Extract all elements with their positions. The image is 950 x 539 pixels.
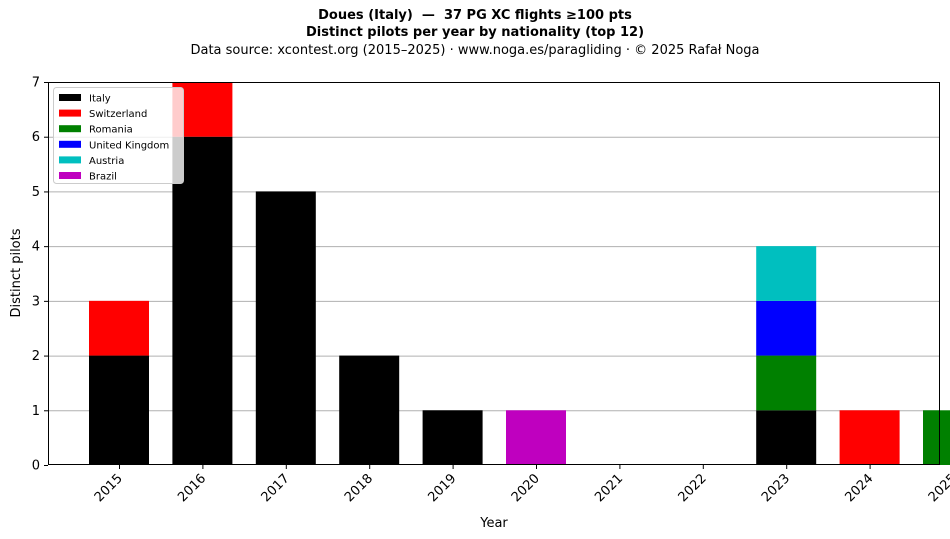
chart-subtitle: Data source: xcontest.org (2015–2025) · … [190, 43, 760, 58]
chart-title-line1: Doues (Italy) — 37 PG XC flights ≥100 pt… [318, 8, 632, 23]
y-tick-label: 4 [32, 240, 40, 255]
bar-united-kingdom-2023 [756, 300, 817, 356]
y-axis: 0 1 2 3 4 5 6 7 [32, 76, 48, 474]
legend-label-brazil: Brazil [89, 172, 117, 183]
x-tick-label: 2022 [676, 471, 710, 505]
y-tick-label: 0 [32, 459, 40, 474]
bar-switzerland-2024 [839, 410, 900, 465]
y-tick-label: 1 [32, 404, 40, 419]
legend-swatch-romania [59, 125, 81, 133]
bar-romania-2025 [923, 410, 950, 465]
y-tick-label: 3 [32, 294, 40, 309]
x-axis: 2015 2016 2017 2018 2019 2020 2021 2022 2023 2024… [92, 465, 950, 505]
bar-italy-2019 [422, 410, 483, 465]
legend-swatch-united-kingdom [59, 140, 81, 148]
legend-label-switzerland: Switzerland [89, 109, 147, 120]
legend-swatch-austria [59, 156, 81, 164]
bar-italy-2015 [89, 355, 149, 465]
bar-brazil-2020 [506, 410, 566, 465]
legend-swatch-italy [59, 94, 81, 101]
x-tick-label: 2017 [259, 471, 293, 505]
legend-swatch-switzerland [59, 109, 81, 117]
bar-switzerland-2015 [89, 300, 149, 356]
bar-italy-2016 [172, 136, 233, 465]
x-tick-label: 2024 [842, 471, 876, 505]
y-tick-label: 2 [32, 349, 40, 364]
legend-label-italy: Italy [89, 94, 111, 105]
chart-title-line2: Distinct pilots per year by nationality … [305, 25, 645, 40]
legend-label-united-kingdom: United Kingdom [89, 140, 169, 151]
bar-italy-2017 [255, 191, 316, 465]
bar-italy-2018 [339, 355, 400, 465]
x-tick-label: 2021 [592, 471, 626, 505]
legend-swatch-brazil [59, 172, 81, 179]
bars [89, 82, 950, 465]
x-tick-label: 2023 [759, 471, 793, 505]
x-tick-label: 2018 [342, 471, 376, 505]
x-tick-label: 2015 [92, 471, 126, 505]
x-tick-label: 2020 [509, 471, 543, 505]
y-tick-label: 5 [32, 185, 40, 200]
legend: Italy Switzerland Romania United Kingdom Aus… [53, 87, 184, 184]
y-axis-label: Distinct pilots [9, 228, 24, 317]
y-tick-label: 7 [32, 76, 40, 91]
bar-italy-2023 [756, 410, 817, 465]
legend-box [53, 87, 184, 184]
bar-romania-2023 [756, 355, 817, 411]
x-axis-label: Year [479, 516, 508, 531]
bar-austria-2023 [756, 246, 817, 301]
legend-label-romania: Romania [89, 125, 133, 136]
legend-label-austria: Austria [89, 156, 124, 167]
x-tick-label: 2025 [926, 471, 950, 505]
y-tick-label: 6 [32, 130, 40, 145]
chart-titles: Doues (Italy) — 37 PG XC flights ≥100 pt… [0, 7, 950, 59]
x-tick-label: 2019 [425, 471, 459, 505]
plot-frame [48, 82, 940, 465]
x-tick-label: 2016 [175, 471, 209, 505]
